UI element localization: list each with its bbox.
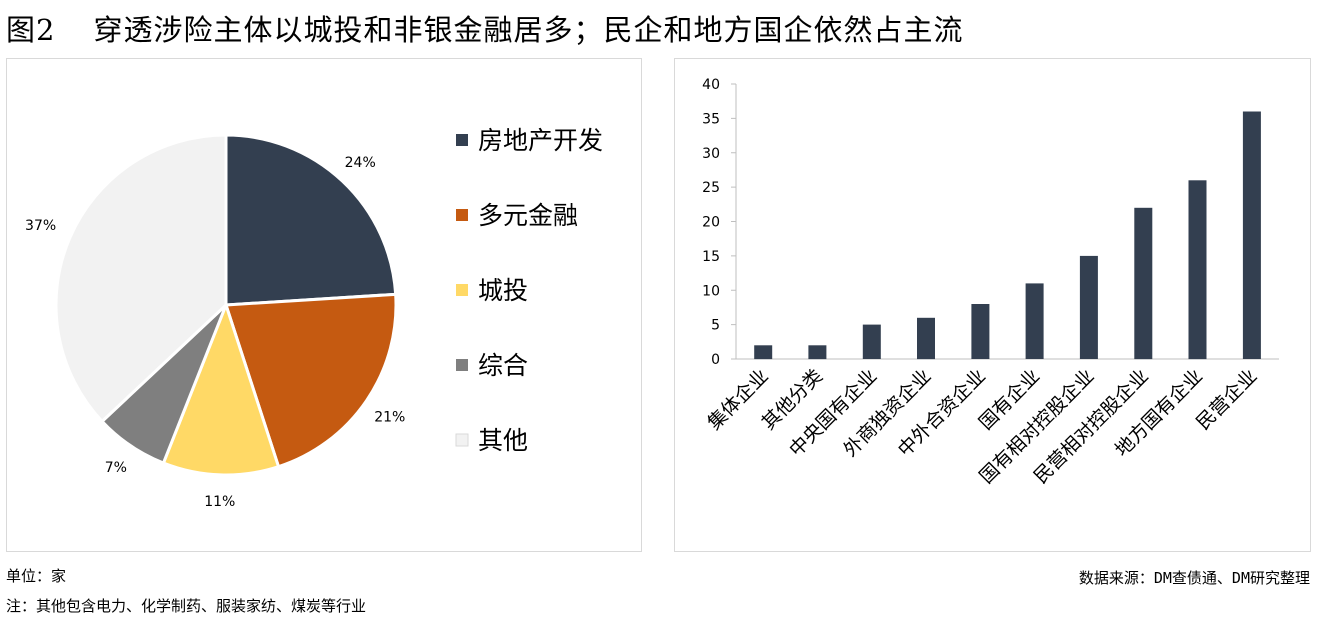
- y-tick-label: 0: [711, 352, 720, 368]
- figure-number: 图2: [6, 13, 56, 47]
- bar: [1079, 255, 1098, 359]
- bar: [1242, 111, 1261, 359]
- bar: [862, 324, 881, 359]
- y-tick-label: 35: [702, 111, 720, 127]
- pie-data-label: 11%: [204, 494, 235, 510]
- bar: [1025, 283, 1044, 359]
- y-tick-label: 15: [702, 249, 720, 265]
- legend-marker: [456, 359, 468, 371]
- x-tick-label: 民营企业: [1192, 365, 1261, 434]
- legend-marker: [455, 433, 469, 447]
- pie-data-label: 24%: [345, 155, 376, 171]
- footnote: 注：其他包含电力、化学制药、服装家纺、煤炭等行业: [6, 597, 367, 615]
- pie-data-label: 37%: [25, 218, 56, 234]
- pie-chart-panel: 24% 21% 11% 7% 37% 房地产开发多元金融城投综合其他: [6, 58, 642, 552]
- source-note: 数据来源：DM查债通、DM研究整理: [1078, 569, 1310, 587]
- legend-marker: [456, 209, 468, 221]
- pie-slice: [54, 133, 228, 424]
- pie-data-label: 21%: [374, 409, 405, 425]
- legend-marker: [456, 134, 468, 146]
- figure-title: 穿透涉险主体以城投和非银金融居多；民企和地方国企依然占主流: [93, 13, 964, 47]
- legend-label: 其他: [478, 426, 528, 455]
- pie-data-label: 7%: [105, 460, 127, 476]
- bar-chart: 0510152025303540集体企业其他分类中央国有企业外商独资企业中外合资…: [702, 77, 1279, 488]
- legend-label: 房地产开发: [478, 126, 603, 155]
- pie-slice: [224, 133, 398, 307]
- legend-marker: [456, 284, 468, 296]
- pie-slice: [161, 300, 281, 477]
- y-tick-label: 20: [702, 215, 720, 231]
- bar: [1134, 207, 1153, 360]
- bar: [1188, 180, 1207, 360]
- legend-label: 多元金融: [478, 201, 578, 230]
- bar-chart-panel: 0 5 10 15 20 25 30 35 40 集体企业 其他分类 中央国有企业 外商独资企业 中外合资…: [674, 58, 1311, 552]
- y-tick-label: 5: [711, 318, 720, 334]
- pie-slice: [223, 292, 398, 469]
- y-tick-label: 30: [702, 146, 720, 162]
- bar: [754, 345, 773, 360]
- page-title: 图2 穿透涉险主体以城投和非银金融居多；民企和地方国企依然占主流: [6, 8, 1306, 52]
- bar: [917, 317, 935, 360]
- legend-label: 综合: [478, 351, 528, 380]
- bar: [971, 304, 990, 359]
- y-tick-label: 40: [702, 77, 720, 93]
- y-tick-label: 25: [702, 180, 720, 196]
- y-tick-label: 10: [702, 283, 720, 299]
- legend-label: 城投: [478, 276, 528, 305]
- bar: [808, 345, 827, 360]
- unit-note: 单位：家: [6, 567, 67, 585]
